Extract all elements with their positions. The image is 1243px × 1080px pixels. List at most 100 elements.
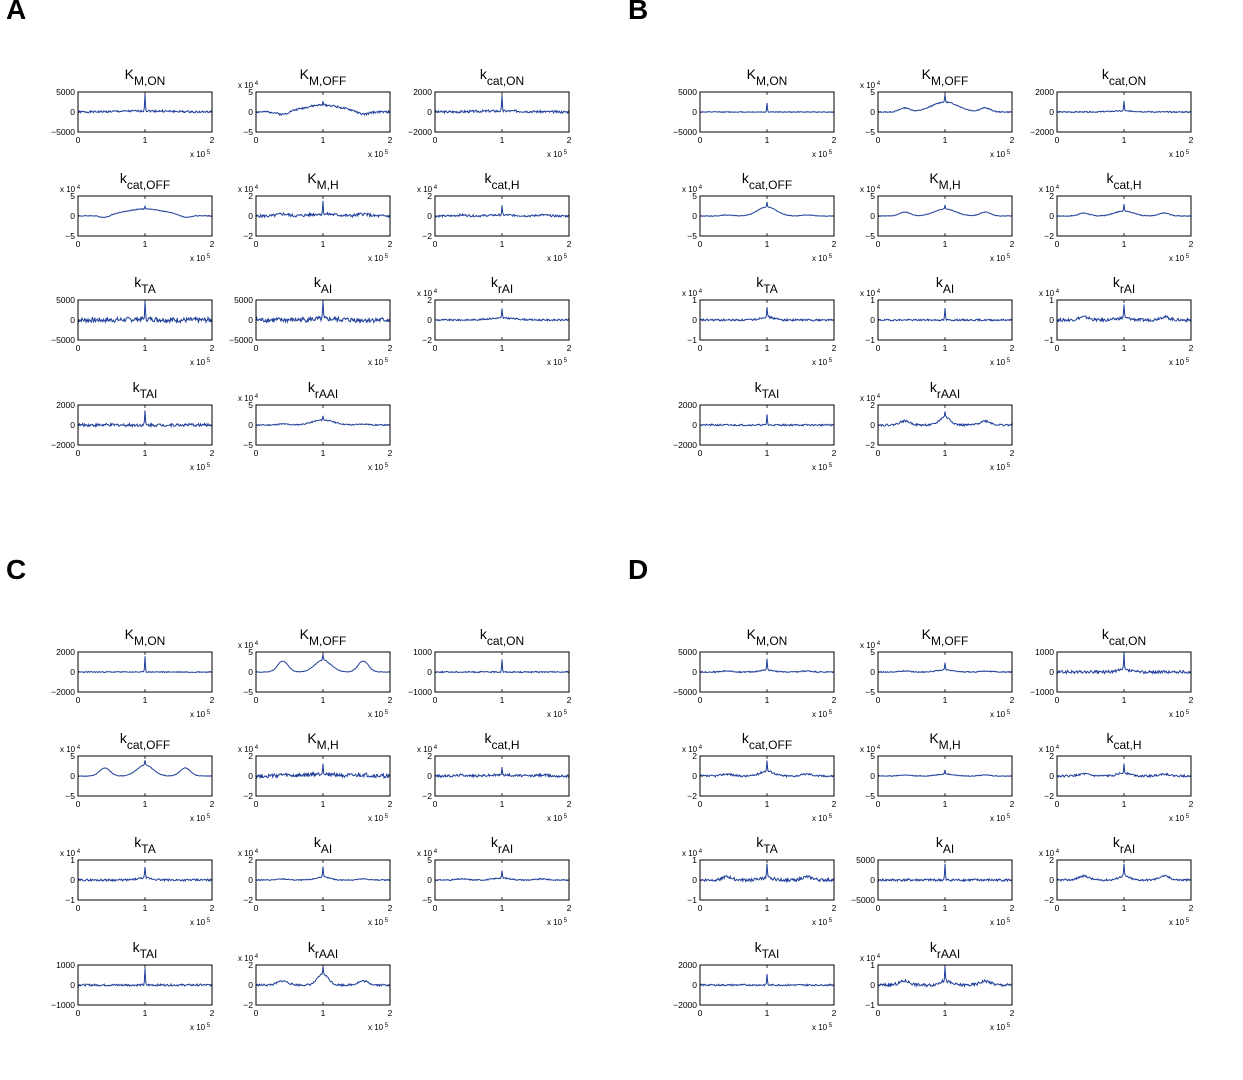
x-exponent-label: x 10 5 (190, 254, 211, 263)
y-tick-label: 0 (692, 667, 697, 677)
x-tick-label: 2 (832, 695, 837, 705)
y-tick-label: 0 (870, 211, 875, 221)
y-tick-label: −2 (865, 440, 875, 450)
signal-line (877, 966, 1013, 988)
y-tick-label: 2 (1049, 751, 1054, 761)
axes-box (434, 91, 570, 133)
signal-line (1056, 304, 1192, 323)
axes-box (255, 195, 391, 237)
subplot-title: KM,H (929, 170, 960, 192)
subplot-title: kcat,ON (1102, 626, 1146, 648)
x-tick-label: 0 (698, 1008, 703, 1018)
y-tick-label: 0 (248, 315, 253, 325)
x-exponent-label: x 10 5 (547, 814, 568, 823)
y-exponent-label: x 10 4 (238, 849, 259, 858)
y-tick-label: 0 (870, 420, 875, 430)
x-exponent-label: x 10 5 (190, 710, 211, 719)
y-exponent-label: x 10 4 (860, 394, 881, 403)
subplot-m-h: KM,Hx 10 420−20 1 2x 10 5 (238, 170, 393, 263)
x-tick-label: 1 (765, 695, 770, 705)
axes-box (877, 404, 1013, 446)
y-tick-label: 0 (248, 875, 253, 885)
x-tick-label: 0 (876, 343, 881, 353)
x-tick-label: 2 (210, 695, 215, 705)
x-tick-label: 0 (1055, 343, 1060, 353)
y-exponent-label: x 10 4 (417, 849, 438, 858)
signal-line (77, 204, 213, 219)
signal-line (699, 863, 834, 884)
signal-line (877, 769, 1012, 777)
subplot-title: krAAI (930, 379, 960, 401)
x-exponent-label: x 10 5 (190, 463, 211, 472)
x-tick-label: 1 (765, 903, 770, 913)
x-tick-label: 0 (76, 343, 81, 353)
signal-line (255, 415, 391, 427)
y-tick-label: 0 (1049, 875, 1054, 885)
axes-box (255, 299, 391, 341)
axes-box (77, 651, 213, 693)
signal-line (255, 763, 391, 780)
axes-box (699, 299, 835, 341)
x-exponent-label: x 10 5 (368, 710, 389, 719)
signal-line (1056, 100, 1192, 114)
x-tick-label: 2 (388, 135, 393, 145)
signal-line (699, 102, 835, 114)
x-tick-label: 2 (567, 343, 572, 353)
y-tick-label: −5 (687, 231, 697, 241)
y-tick-label: −5 (865, 791, 875, 801)
x-tick-label: 0 (1055, 799, 1060, 809)
y-tick-label: 5 (70, 751, 75, 761)
x-tick-label: 0 (698, 343, 703, 353)
subplot-title: kTAI (133, 379, 158, 401)
y-tick-label: −5000 (229, 335, 253, 345)
signal-line (877, 204, 1013, 217)
x-tick-label: 2 (1010, 135, 1015, 145)
x-tick-label: 1 (1122, 343, 1127, 353)
y-tick-label: −2 (243, 895, 253, 905)
x-tick-label: 2 (388, 799, 393, 809)
x-tick-label: 0 (876, 135, 881, 145)
x-tick-label: 2 (210, 799, 215, 809)
x-tick-label: 0 (876, 695, 881, 705)
y-tick-label: −1 (1044, 335, 1054, 345)
subplot-title: krAI (491, 834, 513, 856)
y-tick-label: 0 (248, 980, 253, 990)
y-tick-label: 0 (248, 420, 253, 430)
y-tick-label: −5 (865, 687, 875, 697)
axes-box (255, 651, 391, 693)
x-tick-label: 1 (1122, 695, 1127, 705)
x-tick-label: 2 (1189, 239, 1194, 249)
x-tick-label: 2 (388, 903, 393, 913)
x-exponent-label: x 10 5 (547, 358, 568, 367)
subplot-title: kAI (936, 834, 954, 856)
x-tick-label: 1 (321, 1008, 326, 1018)
y-tick-label: 5 (248, 87, 253, 97)
subplot-title: krAAI (308, 939, 338, 961)
axes-box (877, 755, 1013, 797)
x-tick-label: 2 (1010, 903, 1015, 913)
subplot-title: KM,OFF (922, 626, 969, 648)
axes-box (1056, 195, 1192, 237)
x-tick-label: 1 (943, 448, 948, 458)
x-tick-label: 2 (210, 1008, 215, 1018)
x-exponent-label: x 10 5 (368, 254, 389, 263)
x-tick-label: 0 (254, 1008, 259, 1018)
subplot-title: KM,OFF (300, 626, 347, 648)
axes-box (699, 859, 835, 901)
x-tick-label: 0 (433, 239, 438, 249)
signal-line (434, 94, 570, 115)
subplot-title: KM,ON (747, 626, 788, 648)
x-tick-label: 2 (567, 239, 572, 249)
axes-box (255, 404, 391, 446)
x-exponent-label: x 10 5 (368, 358, 389, 367)
y-tick-label: 2 (427, 751, 432, 761)
